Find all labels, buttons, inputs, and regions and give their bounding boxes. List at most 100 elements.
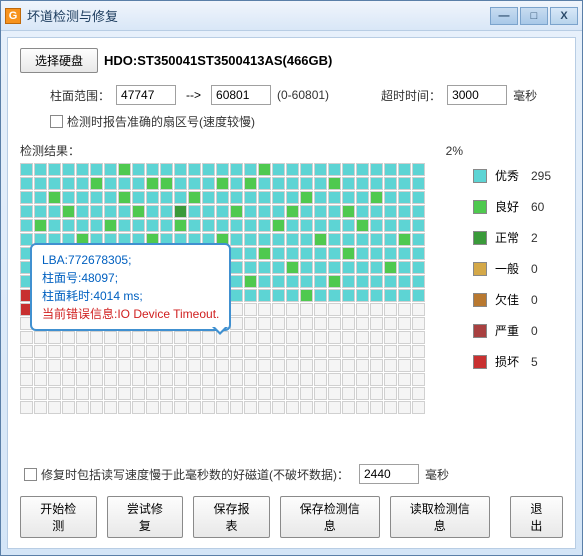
grid-cell xyxy=(258,303,271,316)
grid-cell xyxy=(76,345,89,358)
grid-cell xyxy=(188,345,201,358)
grid-cell xyxy=(412,205,425,218)
grid-cell xyxy=(34,373,47,386)
grid-cell xyxy=(174,359,187,372)
grid-cell xyxy=(258,289,271,302)
grid-cell xyxy=(272,373,285,386)
grid-cell xyxy=(314,303,327,316)
grid-cell xyxy=(174,401,187,414)
grid-cell xyxy=(118,191,131,204)
grid-cell xyxy=(384,219,397,232)
grid-cell xyxy=(160,387,173,400)
grid-cell xyxy=(398,275,411,288)
grid-cell xyxy=(188,331,201,344)
select-disk-button[interactable]: 选择硬盘 xyxy=(20,48,98,73)
repair-threshold-input[interactable] xyxy=(359,464,419,484)
tooltip-cyl: 柱面号:48097; xyxy=(42,269,219,287)
grid-cell xyxy=(188,219,201,232)
grid-cell xyxy=(342,205,355,218)
grid-cell xyxy=(328,303,341,316)
grid-cell xyxy=(300,401,313,414)
grid-cell xyxy=(328,401,341,414)
grid-cell xyxy=(20,163,33,176)
grid-cell xyxy=(384,317,397,330)
grid-cell xyxy=(34,401,47,414)
grid-cell xyxy=(328,219,341,232)
grid-cell xyxy=(20,359,33,372)
grid-cell xyxy=(272,331,285,344)
swatch-good xyxy=(473,200,487,214)
grid-cell xyxy=(62,163,75,176)
start-scan-button[interactable]: 开始检测 xyxy=(20,496,97,538)
grid-cell xyxy=(216,387,229,400)
grid-cell xyxy=(146,331,159,344)
grid-cell xyxy=(104,345,117,358)
grid-cell xyxy=(174,163,187,176)
grid-cell xyxy=(230,303,243,316)
grid-cell xyxy=(314,275,327,288)
grid-cell xyxy=(48,401,61,414)
minimize-button[interactable]: — xyxy=(490,7,518,25)
maximize-button[interactable]: □ xyxy=(520,7,548,25)
grid-cell xyxy=(314,359,327,372)
grid-cell xyxy=(356,373,369,386)
grid-cell xyxy=(342,331,355,344)
grid-cell xyxy=(48,373,61,386)
option-row: 检测时报告准确的扇区号(速度较慢) xyxy=(20,113,563,130)
tooltip-lba: LBA:772678305; xyxy=(42,251,219,269)
grid-cell xyxy=(146,177,159,190)
grid-cell xyxy=(384,303,397,316)
grid-cell xyxy=(384,345,397,358)
grid-cell xyxy=(216,191,229,204)
grid-cell xyxy=(342,233,355,246)
grid-cell xyxy=(286,359,299,372)
cyl-to-input[interactable] xyxy=(211,85,271,105)
grid-cell xyxy=(230,275,243,288)
grid-cell xyxy=(272,191,285,204)
grid-cell xyxy=(202,191,215,204)
grid-cell xyxy=(244,261,257,274)
sector-tooltip: LBA:772678305; 柱面号:48097; 柱面耗时:4014 ms; … xyxy=(30,243,231,331)
grid-cell xyxy=(62,401,75,414)
grid-cell xyxy=(384,373,397,386)
grid-cell xyxy=(104,219,117,232)
load-info-button[interactable]: 读取检测信息 xyxy=(390,496,490,538)
grid-cell xyxy=(286,303,299,316)
exit-button[interactable]: 退出 xyxy=(510,496,563,538)
grid-cell xyxy=(216,219,229,232)
timeout-input[interactable] xyxy=(447,85,507,105)
repair-checkbox[interactable] xyxy=(24,468,37,481)
save-report-button[interactable]: 保存报表 xyxy=(193,496,270,538)
grid-cell xyxy=(132,387,145,400)
grid-cell xyxy=(76,163,89,176)
tooltip-time: 柱面耗时:4014 ms; xyxy=(42,287,219,305)
grid-cell xyxy=(272,303,285,316)
grid-cell xyxy=(342,317,355,330)
grid-cell xyxy=(412,345,425,358)
grid-cell xyxy=(342,247,355,260)
grid-cell xyxy=(146,387,159,400)
grid-cell xyxy=(384,275,397,288)
cyl-from-input[interactable] xyxy=(116,85,176,105)
grid-cell xyxy=(90,359,103,372)
accurate-sector-checkbox[interactable] xyxy=(50,115,63,128)
grid-cell xyxy=(272,289,285,302)
grid-cell xyxy=(398,289,411,302)
close-button[interactable]: X xyxy=(550,7,578,25)
grid-cell xyxy=(300,163,313,176)
grid-cell xyxy=(174,219,187,232)
grid-cell xyxy=(398,219,411,232)
result-label: 检测结果： xyxy=(20,142,80,159)
try-repair-button[interactable]: 尝试修复 xyxy=(107,496,184,538)
grid-cell xyxy=(118,345,131,358)
grid-cell xyxy=(398,191,411,204)
save-info-button[interactable]: 保存检测信息 xyxy=(280,496,380,538)
grid-cell xyxy=(356,205,369,218)
grid-cell xyxy=(314,205,327,218)
grid-cell xyxy=(300,177,313,190)
grid-cell xyxy=(20,387,33,400)
grid-cell xyxy=(300,387,313,400)
grid-cell xyxy=(286,387,299,400)
grid-cell xyxy=(342,401,355,414)
grid-cell xyxy=(384,247,397,260)
